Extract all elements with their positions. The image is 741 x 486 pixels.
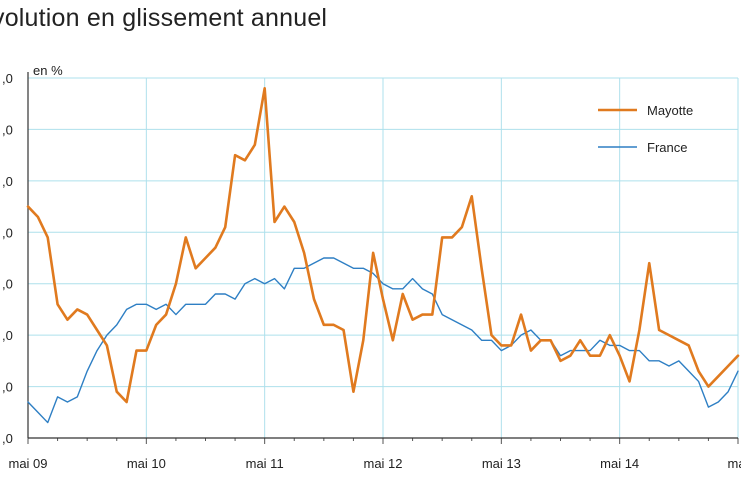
- legend-label-mayotte: Mayotte: [647, 103, 693, 118]
- y-axis-unit-label: en %: [33, 63, 63, 78]
- axes: [27, 72, 739, 444]
- x-tick-label: mai 13: [482, 456, 521, 471]
- chart-title: volution en glissement annuel: [0, 4, 328, 32]
- tick-labels: ,0 ,0 ,0 ,0 ,0 ,0 ,0 ,0 mai 09 mai 10 mai 11 mai 12…: [2, 71, 741, 471]
- y-tick-label: ,0: [2, 380, 13, 395]
- x-tick-label: mai: [728, 456, 741, 471]
- y-tick-label: ,0: [2, 71, 13, 86]
- y-tick-label: ,0: [2, 174, 13, 189]
- legend: Mayotte France: [598, 103, 693, 155]
- series-line-mayotte: [26, 86, 740, 404]
- legend-label-france: France: [647, 140, 687, 155]
- x-tick-label: mai 12: [363, 456, 402, 471]
- x-tick-label: mai 09: [8, 456, 47, 471]
- y-tick-label: ,0: [2, 328, 13, 343]
- series-line-france: [27, 257, 739, 424]
- series-layer: [26, 86, 740, 424]
- x-tick-label: mai 14: [600, 456, 639, 471]
- x-tick-label: mai 10: [127, 456, 166, 471]
- y-tick-label: ,0: [2, 122, 13, 137]
- y-tick-label: ,0: [2, 431, 13, 446]
- y-tick-label: ,0: [2, 225, 13, 240]
- y-tick-label: ,0: [2, 277, 13, 292]
- x-tick-label: mai 11: [246, 456, 284, 471]
- grid-lines: [27, 77, 739, 439]
